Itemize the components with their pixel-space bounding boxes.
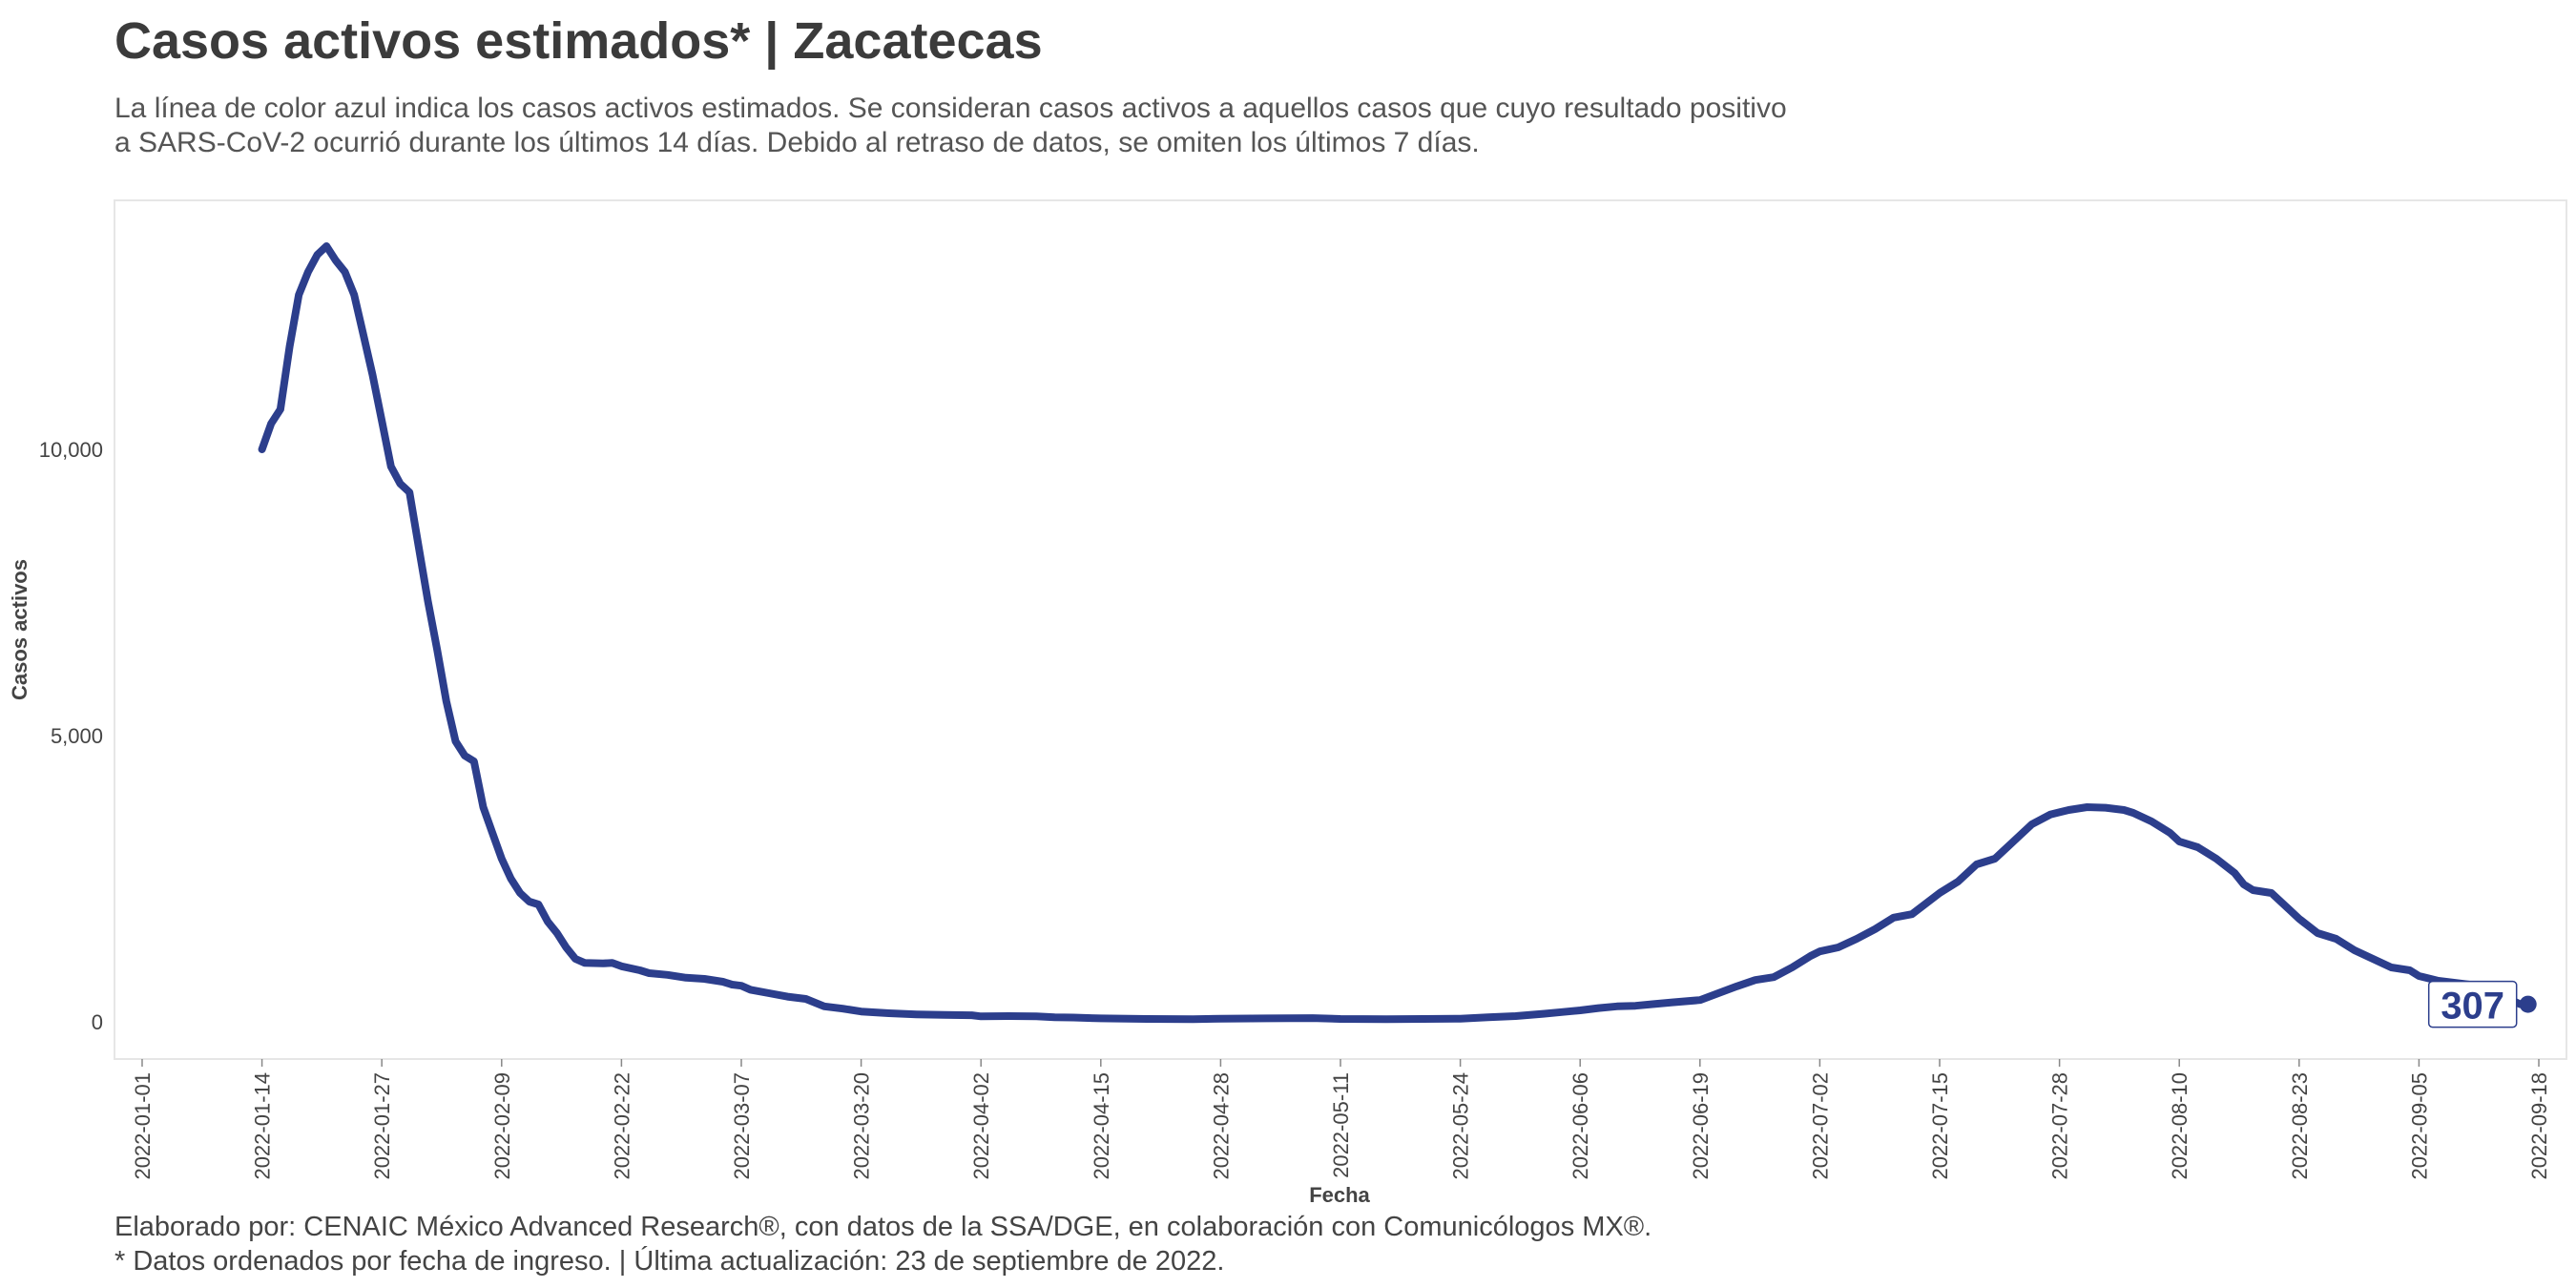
x-tick-label: 2022-04-02	[969, 1072, 993, 1180]
x-tick-label: 2022-02-22	[610, 1072, 634, 1180]
x-tick-label: 2022-07-15	[1928, 1072, 1952, 1180]
x-tick-label: 2022-01-01	[131, 1072, 155, 1180]
x-tick-label: 2022-01-27	[370, 1072, 394, 1180]
x-tick-label: 2022-03-20	[850, 1072, 874, 1180]
x-tick-label: 2022-03-07	[730, 1072, 754, 1180]
x-tick-label: 2022-08-23	[2288, 1072, 2312, 1180]
x-tick-label: 2022-02-09	[490, 1072, 514, 1180]
x-axis: 2022-01-01 2022-01-14 2022-01-27 2022-02-09…	[131, 1059, 2551, 1180]
y-tick-label: 10,000	[39, 438, 103, 462]
x-tick-label: 2022-06-19	[1689, 1072, 1713, 1180]
x-tick-label: 2022-04-28	[1209, 1072, 1233, 1180]
chart-caption: Elaborado por: CENAIC México Advanced Re…	[114, 1210, 1652, 1278]
x-tick-label: 2022-01-14	[251, 1072, 275, 1180]
x-tick-label: 2022-09-18	[2527, 1072, 2551, 1180]
caption-line-2: * Datos ordenados por fecha de ingreso. …	[114, 1246, 1225, 1277]
end-value-box	[2427, 980, 2518, 1028]
series-layer: 307	[258, 242, 2537, 1028]
x-tick-label: 2022-09-05	[2407, 1072, 2431, 1180]
end-value-text: 307	[2441, 986, 2504, 1028]
y-axis: 0 5,000 10,000	[39, 438, 103, 1034]
caption-line-1: Elaborado por: CENAIC México Advanced Re…	[114, 1212, 1652, 1242]
x-tick-label: 2022-06-06	[1568, 1072, 1592, 1180]
end-value-label: 307	[2427, 980, 2518, 1028]
series-end-point	[2519, 995, 2537, 1013]
chart-subtitle: La línea de color azul indica los casos …	[114, 92, 1927, 160]
subtitle-line-2: a SARS-CoV-2 ocurrió durante los últimos…	[114, 127, 1480, 158]
x-tick-label: 2022-04-15	[1090, 1072, 1113, 1180]
x-tick-label: 2022-08-10	[2168, 1072, 2192, 1180]
chart-title: Casos activos estimados* | Zacatecas	[114, 12, 1043, 70]
subtitle-line-1: La línea de color azul indica los casos …	[114, 93, 1787, 124]
y-tick-label: 0	[92, 1010, 103, 1034]
x-tick-label: 2022-05-11	[1329, 1072, 1353, 1178]
y-tick-label: 5,000	[51, 724, 103, 748]
x-tick-label: 2022-07-28	[2048, 1072, 2072, 1180]
series-line-casos-activos	[258, 242, 2524, 1024]
x-tick-label: 2022-05-24	[1449, 1072, 1473, 1180]
y-axis-title: Casos activos	[8, 559, 31, 700]
plot-panel-border	[114, 199, 2567, 1060]
x-tick-label: 2022-07-02	[1808, 1072, 1832, 1180]
x-axis-title: Fecha	[1309, 1183, 1370, 1207]
